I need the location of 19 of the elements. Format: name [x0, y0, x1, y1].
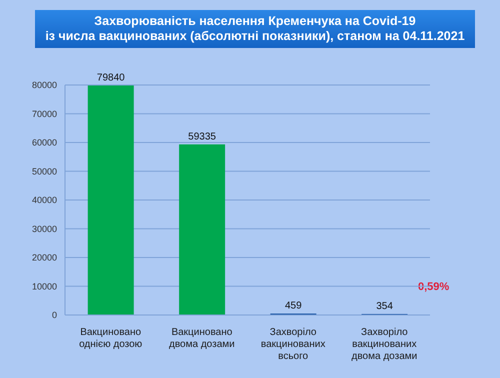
y-tick-label: 80000 [32, 80, 57, 90]
x-tick-label: Вакциновано однією дозою [79, 327, 143, 350]
x-tick-label: Захворіло вакцинованих двома дозами [352, 327, 418, 362]
data-label: 79840 [96, 72, 126, 84]
x-tick-label: Вакциновано двома дозами [169, 327, 235, 350]
data-label: 459 [284, 300, 302, 312]
y-tick-label: 20000 [32, 252, 57, 263]
y-tick-label: 40000 [32, 195, 57, 206]
y-tick-label: 0 [52, 310, 57, 320]
data-label: 354 [376, 300, 394, 312]
annotation: 0,59% [418, 281, 450, 293]
x-tick-label: Захворіло вакцинованих всього [260, 327, 326, 362]
y-tick-label: 70000 [32, 108, 57, 119]
y-tick-label: 60000 [32, 138, 57, 148]
y-tick-label: 30000 [32, 224, 57, 234]
y-tick-label: 50000 [32, 166, 57, 176]
data-label: 59335 [188, 131, 216, 142]
y-tick-label: 10000 [32, 281, 57, 292]
chart-title: Захворюваність населення Кременчука на Covid-19 із числа вакцинованих (абсолютні показники), станом на 04.11.2021 [35, 10, 475, 48]
